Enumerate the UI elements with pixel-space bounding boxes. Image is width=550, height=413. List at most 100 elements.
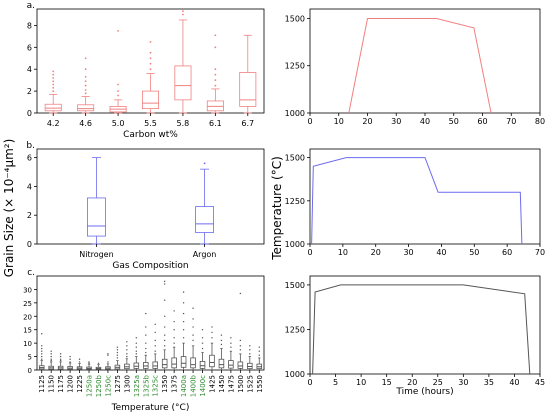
panel-b-temp-xtick-label: 40 bbox=[436, 248, 446, 257]
panel-c-box bbox=[247, 362, 253, 370]
panel-c-xtick-label: 1250b bbox=[95, 374, 103, 397]
panel-a-flier bbox=[149, 57, 152, 60]
panel-c-xtick-label: 1550 bbox=[256, 375, 264, 393]
panel-c-box bbox=[190, 357, 196, 369]
panel-a-flier bbox=[117, 83, 119, 86]
panel-a-xtick-label: 5.8 bbox=[177, 119, 190, 128]
panel-c-flier bbox=[182, 302, 185, 304]
panel-a-flier bbox=[84, 89, 87, 91]
panel-c-box bbox=[209, 354, 215, 368]
panel-c-temp-xtick-label: 45 bbox=[535, 378, 545, 387]
panel-c-flier bbox=[182, 329, 185, 331]
panel-c-xtick-label: 1475 bbox=[227, 375, 235, 393]
panel-c-flier bbox=[116, 349, 119, 351]
panel-c-flier bbox=[192, 307, 194, 309]
panel-b-ytick-label: 2 bbox=[27, 211, 32, 220]
panel-a-flier bbox=[52, 77, 55, 79]
panel-c-flier bbox=[41, 355, 43, 358]
panel-c-flier bbox=[154, 350, 156, 352]
panel-c-flier bbox=[154, 331, 156, 334]
panel-c-xtick-label: 1350 bbox=[161, 375, 169, 393]
panel-c-flier bbox=[249, 353, 251, 355]
panel-c-flier bbox=[249, 345, 251, 347]
panel-a-axes-frame bbox=[36, 8, 265, 114]
panel-c-flier bbox=[163, 326, 166, 328]
panel-c-flier bbox=[145, 334, 147, 336]
panel-c-temp-ytick-label: 1000 bbox=[285, 370, 305, 379]
panel-a-flier bbox=[214, 84, 217, 87]
panel-c-xtick-label: 1525 bbox=[246, 375, 254, 393]
panel-c-xtick-label: 1450 bbox=[218, 375, 226, 393]
panel-a-xtick-label: 6.7 bbox=[241, 119, 254, 128]
panel-c-flier bbox=[173, 320, 175, 323]
panel-c-flier bbox=[220, 334, 223, 336]
panel-c-flier bbox=[126, 355, 128, 358]
panel-a-temp-xtick-label: 40 bbox=[420, 117, 430, 126]
panel-c-flier bbox=[173, 329, 175, 331]
panel-b-xtick-label: Nitrogen bbox=[79, 250, 113, 259]
panel-a-temp-ytick-label: 1500 bbox=[285, 14, 305, 23]
panel-a-flier bbox=[52, 80, 55, 83]
panel-c-flier bbox=[107, 353, 109, 355]
panel-b-xtick-label: Argon bbox=[193, 250, 217, 259]
panel-c-flier bbox=[201, 329, 204, 331]
panel-b-temp-xtick-label: 60 bbox=[502, 248, 512, 257]
panel-c-flier bbox=[126, 345, 128, 347]
panel-b-temp-ytick-label: 1500 bbox=[285, 154, 305, 163]
panel-c-flier bbox=[116, 357, 119, 359]
panel-c-flier bbox=[116, 351, 119, 354]
panel-c-box bbox=[228, 360, 234, 369]
panel-c-flier bbox=[126, 349, 128, 351]
panel-c-temp-xlabel: Time (hours) bbox=[395, 387, 453, 397]
panel-c-flier bbox=[163, 299, 166, 301]
panel-a-box bbox=[174, 65, 192, 101]
panel-c-xtick-label: 1375 bbox=[171, 375, 179, 393]
panel-c-temp-xtick-label: 40 bbox=[509, 378, 519, 387]
panel-c-flier bbox=[50, 359, 52, 362]
panel-c-ytick-label: 5 bbox=[28, 354, 32, 362]
panel-c-flier bbox=[163, 345, 166, 347]
panel-c-flier bbox=[239, 339, 242, 342]
panel-a-temp-xtick-label: 30 bbox=[391, 117, 401, 126]
panel-c-flier bbox=[154, 339, 156, 342]
panel-a-xtick-label: 5.0 bbox=[112, 119, 125, 128]
panel-c-flier bbox=[50, 353, 52, 355]
panel-a-xtick-label: 6.1 bbox=[209, 119, 222, 128]
panel-b-ytick-label: 6 bbox=[27, 154, 32, 163]
panel-c-axes-frame bbox=[36, 275, 265, 371]
panel-c-box bbox=[171, 357, 177, 369]
panel-c-flier bbox=[50, 355, 52, 358]
panel-c-flier bbox=[239, 292, 242, 295]
panel-c-xtick-label: 1275 bbox=[114, 375, 122, 393]
panel-c-flier bbox=[201, 337, 204, 339]
panel-a-flier bbox=[214, 73, 217, 76]
panel-b-flier bbox=[203, 162, 206, 165]
panel-b-temp-axes-frame bbox=[309, 148, 541, 245]
panel-a-temp-xtick-label: 80 bbox=[535, 117, 545, 126]
panel-b-box bbox=[87, 197, 106, 237]
panel-a-box bbox=[77, 104, 95, 112]
panel-a-ytick-label: 0 bbox=[27, 109, 32, 118]
panel-b-temp-xtick-label: 10 bbox=[338, 248, 348, 257]
panel-c-flier bbox=[163, 339, 166, 342]
panel-c-xtick-label: 1125 bbox=[38, 375, 46, 393]
panel-a-flier bbox=[84, 68, 87, 71]
panel-c-xtick-label: 1175 bbox=[57, 375, 65, 393]
panel-c-xtick-label: 1400b bbox=[190, 374, 198, 397]
panel-c-flier bbox=[145, 351, 147, 354]
panel-c-flier bbox=[135, 353, 138, 355]
panel-c-flier bbox=[69, 361, 71, 363]
panel-c-flier bbox=[50, 350, 52, 352]
panel-c-flier bbox=[78, 358, 81, 360]
panel-a-xtick-label: 5.5 bbox=[144, 119, 157, 128]
panel-a-flier bbox=[84, 75, 87, 78]
panel-c-flier bbox=[173, 310, 175, 312]
panel-c-flier bbox=[163, 334, 166, 336]
panel-c-flier bbox=[69, 358, 71, 360]
panel-c-flier bbox=[126, 341, 128, 343]
panel-c-flier bbox=[41, 347, 43, 350]
panel-c-flier bbox=[211, 331, 213, 334]
panel-b-temp-xtick-label: 20 bbox=[371, 248, 381, 257]
panel-c-temp-ytick-label: 1250 bbox=[285, 325, 305, 334]
panel-a-flier bbox=[214, 34, 217, 37]
